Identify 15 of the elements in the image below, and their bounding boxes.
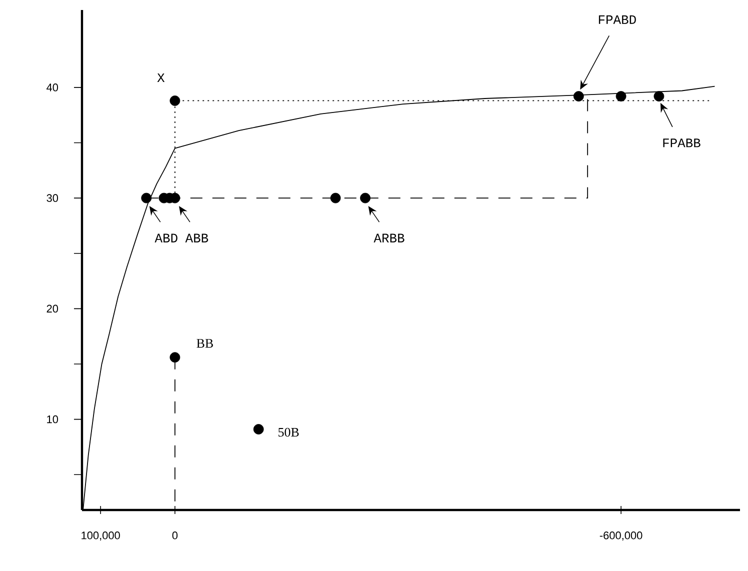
annotation: FPABD xyxy=(598,15,636,24)
annotation: 50B xyxy=(278,428,299,437)
y-tick-label: 30 xyxy=(46,194,58,202)
x-tick-label: -600,000 xyxy=(600,532,642,541)
annotation: ARBB xyxy=(374,234,404,242)
annotation: X xyxy=(157,73,165,82)
annotation: ABB xyxy=(185,234,208,242)
x-tick-label: 100,000 xyxy=(82,532,120,541)
x-tick-label: 0 xyxy=(172,532,178,540)
annotation: FPABB xyxy=(663,138,700,148)
annotation: BB xyxy=(196,339,213,348)
y-tick-label: 10 xyxy=(47,415,58,424)
annotation: ABD xyxy=(154,234,178,242)
y-tick-label: 20 xyxy=(46,304,58,313)
y-tick-label: 40 xyxy=(46,84,58,92)
